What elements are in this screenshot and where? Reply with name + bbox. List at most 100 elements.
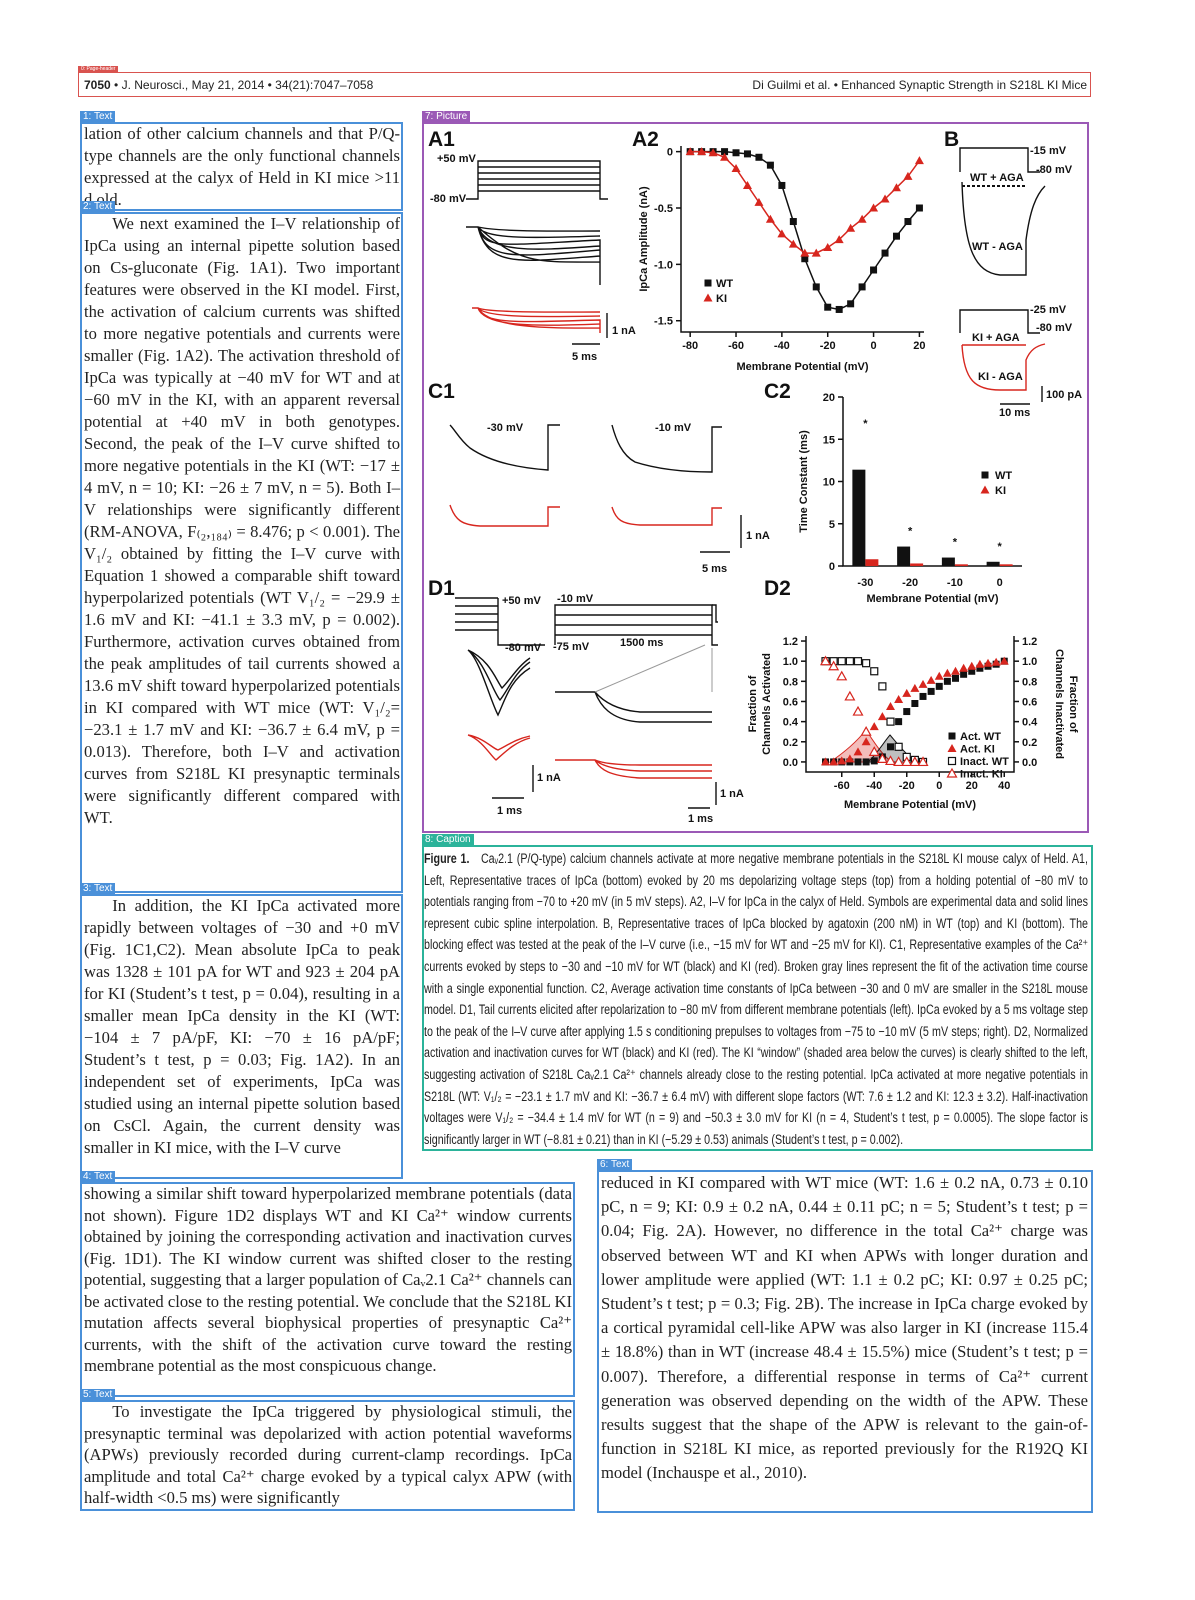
y-tick-label: 5 bbox=[829, 519, 835, 531]
marker bbox=[862, 758, 870, 766]
panel-label: D1 bbox=[428, 577, 455, 600]
annotation-tag: 6: Text bbox=[597, 1159, 633, 1170]
marker bbox=[976, 664, 984, 672]
annotation-tag: 2: Text bbox=[80, 201, 116, 212]
annotation-box bbox=[80, 1400, 575, 1511]
bar bbox=[986, 561, 1000, 566]
axis-title: Membrane Potential (mV) bbox=[736, 361, 868, 373]
trace bbox=[467, 649, 531, 717]
page-number: 7050 bbox=[84, 78, 111, 92]
y-tick-label: 1.2 bbox=[1022, 636, 1037, 648]
annotation-tag: 7: Picture bbox=[422, 111, 471, 122]
marker bbox=[902, 688, 912, 697]
marker bbox=[801, 255, 809, 263]
marker bbox=[685, 147, 695, 156]
marker bbox=[960, 670, 968, 678]
trace bbox=[472, 307, 601, 333]
marker bbox=[999, 656, 1009, 665]
axis-title: Fraction of bbox=[747, 675, 759, 732]
marker bbox=[968, 667, 976, 675]
text-block: showing a similar shift toward hyperpola… bbox=[84, 1184, 572, 1375]
marker bbox=[917, 756, 929, 767]
marker bbox=[835, 305, 843, 313]
x-tick-label: 0 bbox=[936, 780, 942, 792]
scale-bar bbox=[1000, 386, 1043, 405]
marker bbox=[858, 283, 866, 291]
marker bbox=[918, 679, 928, 688]
y-tick-label: 0.4 bbox=[783, 717, 799, 729]
trace-label: -10 mV bbox=[655, 422, 692, 434]
marker bbox=[927, 687, 935, 695]
y-tick-label: 10 bbox=[823, 477, 835, 489]
axis-title: Time Constant (ms) bbox=[798, 430, 810, 533]
annotation-tag: 4: Text bbox=[80, 1171, 116, 1182]
marker bbox=[914, 156, 924, 165]
trace bbox=[555, 759, 712, 779]
marker bbox=[881, 249, 889, 257]
marker bbox=[876, 753, 888, 764]
marker bbox=[732, 149, 740, 157]
annotation-box bbox=[78, 72, 1091, 97]
annotation-tag: 5: Text bbox=[80, 1389, 116, 1400]
y-tick-label: 0.8 bbox=[1022, 676, 1037, 688]
scale-label: 1 nA bbox=[537, 772, 561, 784]
y-tick-label: 1.2 bbox=[783, 636, 798, 648]
trace-label: -30 mV bbox=[487, 422, 524, 434]
axis-title: Membrane Potential (mV) bbox=[844, 799, 976, 811]
marker bbox=[981, 471, 989, 479]
protocol bbox=[959, 309, 1040, 334]
caption-label: Figure 1. bbox=[424, 851, 470, 866]
scale-label: 10 ms bbox=[999, 407, 1030, 419]
panel-label: C2 bbox=[764, 380, 791, 403]
trace bbox=[449, 504, 560, 527]
marker bbox=[948, 732, 956, 740]
x-tick-label: 20 bbox=[966, 780, 978, 792]
marker bbox=[911, 699, 919, 707]
x-tick-label: -40 bbox=[774, 340, 790, 352]
scale-bar bbox=[700, 515, 742, 553]
scale-label: 1 nA bbox=[612, 325, 636, 337]
scale-label: 1 ms bbox=[497, 805, 522, 817]
x-tick-label: -80 bbox=[682, 340, 698, 352]
marker bbox=[886, 717, 895, 726]
protocol bbox=[555, 604, 718, 636]
y-tick-label: 0.2 bbox=[783, 737, 798, 749]
y-tick-label: 0.8 bbox=[783, 676, 798, 688]
panel-label: B bbox=[944, 128, 959, 151]
significance: * bbox=[953, 537, 958, 549]
marker bbox=[893, 756, 905, 767]
x-tick-label: 0 bbox=[871, 340, 877, 352]
marker bbox=[845, 657, 854, 666]
header-right: Di Guilmi et al. • Enhanced Synaptic Str… bbox=[752, 78, 1087, 92]
trace-label: -80 mV bbox=[430, 193, 467, 205]
marker bbox=[884, 755, 897, 766]
caption: Figure 1. Caᵥ2.1 (P/Q-type) calcium chan… bbox=[424, 848, 1088, 1150]
annotation-box bbox=[80, 1182, 575, 1397]
marker bbox=[943, 677, 951, 685]
significance: * bbox=[863, 418, 868, 430]
protocol bbox=[466, 160, 608, 200]
trace-label: -80 mV bbox=[505, 642, 542, 654]
scale-label: 100 pA bbox=[1046, 389, 1082, 401]
scale-label: 5 ms bbox=[702, 563, 727, 575]
trace bbox=[467, 734, 531, 761]
trace bbox=[961, 343, 1046, 391]
legend-label: Act. WT bbox=[960, 731, 1001, 743]
y-tick-label: 0 bbox=[667, 147, 673, 159]
marker bbox=[983, 658, 993, 667]
scale-bar bbox=[572, 313, 608, 345]
legend-label: Inact. WT bbox=[960, 756, 1009, 768]
annotation-box bbox=[422, 845, 1093, 1151]
marker bbox=[778, 181, 786, 189]
marker bbox=[975, 659, 985, 668]
marker bbox=[980, 485, 990, 494]
marker bbox=[915, 204, 923, 212]
marker bbox=[947, 744, 957, 752]
caption-text: Caᵥ2.1 (P/Q-type) calcium channels activ… bbox=[424, 851, 1088, 1147]
journal: • J. Neurosci., May 21, 2014 • 34(21):70… bbox=[114, 78, 374, 92]
text-block: reduced in KI compared with WT mice (WT:… bbox=[601, 1173, 1088, 1483]
trace-label: KI - AGA bbox=[978, 371, 1023, 383]
marker bbox=[834, 235, 844, 244]
marker bbox=[812, 283, 820, 291]
marker bbox=[819, 655, 832, 666]
